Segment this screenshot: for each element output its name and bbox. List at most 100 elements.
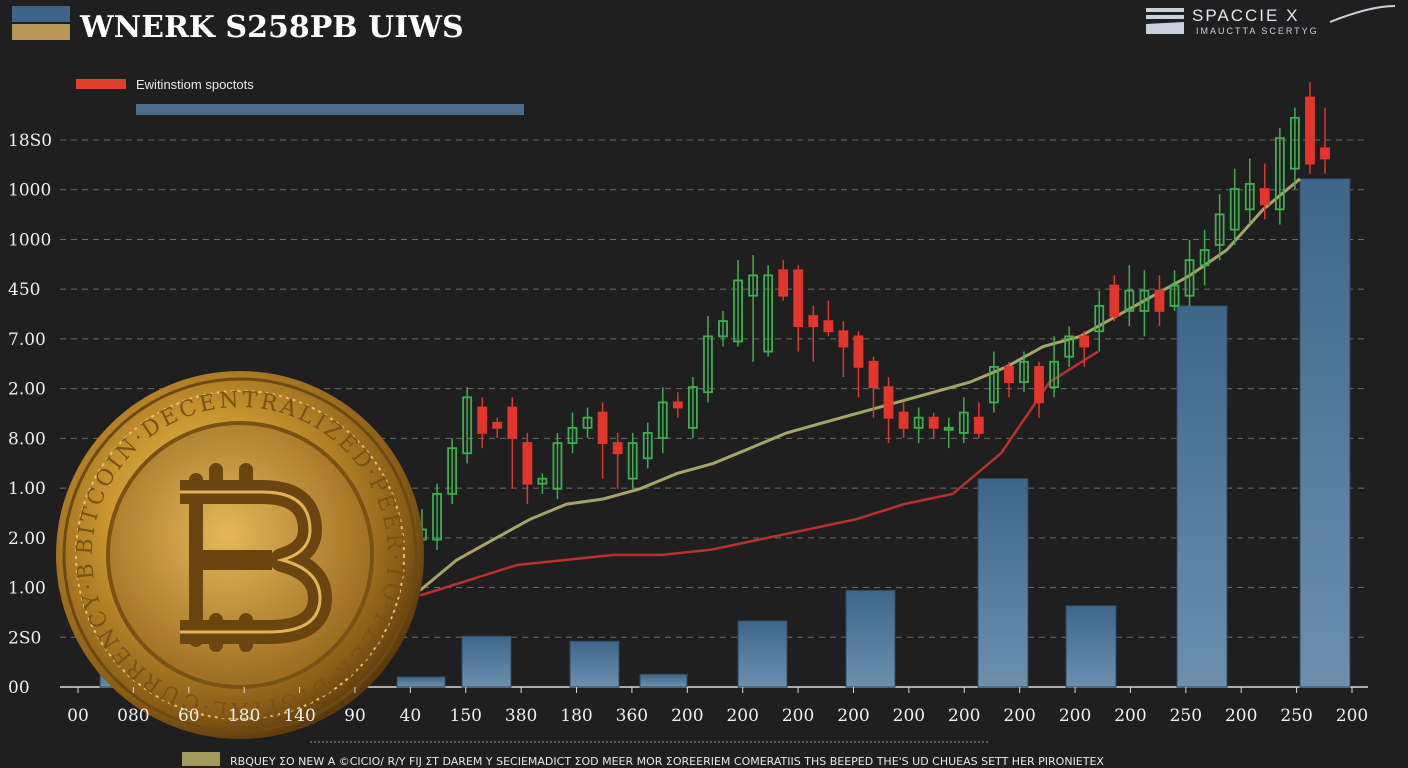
candle-body [838,330,849,348]
bar [737,620,788,688]
legend-swatch-red [76,79,126,89]
candle [1019,351,1029,393]
candle [718,310,728,347]
x-tick-label: 200 [837,706,869,726]
candle [733,260,743,347]
candle-body [718,320,728,338]
y-axis-ticks: 18S0 1000 1000 450 7.00 2.00 8.00 1.00 2.00 1.00 2… [8,131,52,698]
candle [1034,361,1044,418]
x-tick-label: 200 [1059,706,1091,726]
candle [1290,107,1300,189]
candle [913,407,924,444]
candle-body [973,416,984,434]
brand-name: SPACCIE X [1192,6,1299,25]
candle-body [522,442,533,485]
x-tick-label: 60 [178,706,200,726]
candle-body [1244,182,1255,211]
candle [1229,168,1240,245]
moving-average-1-line [419,177,1301,592]
bar [1065,605,1117,688]
candle [1004,361,1014,398]
candle-body [1199,249,1210,267]
candle [1305,82,1315,174]
chart-title: WNERK S258PB UIWS [79,10,464,45]
y-tick-label: 00 [8,678,30,698]
candle-body [853,335,864,368]
x-tick-label: 200 [948,706,980,726]
y-tick-label: 1.00 [8,579,46,599]
candle-body [688,386,698,429]
candle-body [657,401,668,439]
candle [1320,107,1330,174]
candle-body [898,411,909,429]
candle-body [703,335,713,394]
candle-body [642,432,653,460]
x-tick-label: 180 [228,706,260,726]
candle-body [823,320,834,333]
candlestick-series [417,82,1330,555]
candle [507,397,518,489]
candle [1109,275,1120,322]
candle-body [1154,289,1165,312]
candle-body [958,411,969,434]
candle [567,412,578,454]
candle-body [462,396,473,455]
legend-swatch-blue [136,104,524,115]
footer-note: RBQUEY ΣO NEW A ©CICIO/ R/Y FIJ ΣT DAREM… [230,755,1104,768]
x-tick-label: 250 [1170,706,1202,726]
candle-body [1109,284,1120,317]
bar [1299,178,1351,688]
x-tick-label: 080 [117,706,149,726]
candle [492,417,503,438]
x-tick-label: 140 [283,706,315,726]
y-tick-label: 2S0 [8,628,41,648]
candle-body [612,442,623,455]
x-tick-label: 00 [67,706,89,726]
candle [748,255,758,362]
candle-body [778,269,789,297]
candle-body [582,416,593,429]
y-tick-label: 1000 [8,230,51,250]
moving-average-2-line [419,350,1099,597]
candle [1199,229,1210,286]
candle [808,305,819,362]
candle-body [1184,259,1195,297]
bar [569,640,620,688]
x-tick-label: 150 [450,706,482,726]
legend-label: Ewitinstiom spoctots [136,77,254,92]
candle [1274,128,1285,225]
candle-body [507,406,518,439]
candle [1139,270,1150,337]
candle-body [913,416,924,429]
candle [823,300,834,337]
candle [447,437,458,505]
candle [1049,336,1059,398]
title-swatch-gold [12,24,70,40]
candle-body [627,442,638,480]
candle-body [763,274,774,353]
candle [1259,163,1270,220]
candle-body [567,426,578,444]
candle [657,387,668,454]
candle-body [432,492,442,541]
candle [1124,265,1135,327]
candle-body [793,269,804,328]
x-tick-label: 200 [671,706,703,726]
title-swatch-blue [12,6,70,22]
candle [672,392,683,418]
candle [958,397,969,444]
bar [845,589,896,688]
x-tick-label: 200 [1225,706,1257,726]
candle [642,422,653,469]
candle [1154,275,1165,327]
candle-body [537,477,548,485]
candle [477,397,488,449]
candle-body [928,416,939,429]
candle [898,402,909,438]
x-tick-label: 250 [1280,706,1312,726]
candle [703,316,713,403]
candle [868,356,879,418]
candle [778,260,789,301]
